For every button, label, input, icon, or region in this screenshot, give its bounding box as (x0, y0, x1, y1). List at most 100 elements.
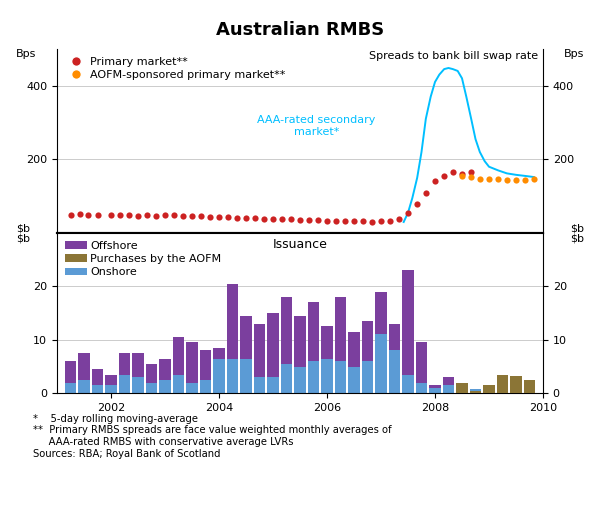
Bar (294, 366, 306, 393)
Point (250, 214, 260, 223)
Point (403, 209, 413, 217)
Bar (281, 297, 292, 364)
Point (223, 213, 233, 222)
Point (439, 172, 449, 180)
Bar (146, 382, 157, 393)
Bar (483, 385, 495, 393)
Text: Australian RMBS: Australian RMBS (216, 21, 384, 39)
Bar (348, 332, 360, 366)
Point (93, 211, 103, 219)
Point (160, 211, 170, 219)
Legend: Offshore, Purchases by the AOFM, Onshore: Offshore, Purchases by the AOFM, Onshore (62, 238, 224, 280)
Bar (213, 358, 225, 393)
Bar (524, 388, 535, 393)
Point (358, 217, 368, 225)
Point (448, 168, 458, 176)
Bar (78, 380, 90, 393)
Point (466, 173, 476, 181)
Bar (240, 316, 252, 358)
Bar (362, 361, 373, 393)
Point (268, 215, 278, 223)
Point (394, 215, 404, 223)
Point (385, 216, 395, 225)
Point (475, 174, 485, 182)
Point (331, 216, 341, 225)
Text: $b: $b (16, 233, 29, 243)
Point (83, 211, 93, 219)
Bar (335, 297, 346, 361)
Bar (375, 335, 387, 393)
Point (151, 212, 161, 220)
Bar (173, 375, 184, 393)
Point (502, 175, 512, 183)
Point (520, 175, 530, 183)
Bar (429, 388, 441, 393)
Legend: Primary market**, AOFM-sponsored primary market**: Primary market**, AOFM-sponsored primary… (62, 54, 288, 82)
Point (241, 214, 251, 222)
Bar (524, 380, 535, 393)
Bar (240, 358, 252, 393)
Point (133, 212, 143, 220)
Point (232, 213, 242, 222)
Point (259, 214, 269, 223)
Point (286, 215, 296, 224)
Bar (443, 377, 454, 385)
Bar (416, 342, 427, 382)
Bar (429, 385, 441, 388)
Point (178, 212, 188, 220)
Bar (294, 316, 306, 366)
Bar (335, 361, 346, 393)
Bar (483, 391, 495, 393)
Bar (186, 342, 198, 382)
Point (421, 189, 431, 197)
Bar (173, 337, 184, 375)
Bar (497, 391, 508, 393)
Bar (402, 375, 414, 393)
Bar (416, 382, 427, 393)
Text: $b: $b (571, 223, 584, 233)
Point (412, 199, 422, 208)
Bar (510, 376, 522, 393)
Bar (105, 375, 117, 385)
Bar (186, 382, 198, 393)
Point (430, 177, 440, 186)
Point (196, 212, 206, 221)
Bar (105, 385, 117, 393)
Bar (92, 369, 103, 385)
Bar (254, 324, 265, 377)
Bar (470, 391, 481, 393)
Point (124, 211, 134, 219)
Point (75, 210, 85, 218)
Bar (470, 389, 481, 393)
Bar (119, 375, 130, 393)
Point (169, 211, 179, 219)
Point (529, 174, 539, 182)
Bar (497, 375, 508, 393)
Point (214, 213, 224, 221)
Bar (65, 382, 76, 393)
Bar (267, 377, 279, 393)
Point (142, 211, 152, 219)
Point (457, 172, 467, 180)
Point (187, 212, 197, 220)
Point (295, 216, 305, 224)
Bar (321, 358, 333, 393)
Point (304, 216, 314, 224)
Bar (78, 353, 90, 380)
Point (340, 217, 350, 225)
Bar (65, 361, 76, 382)
Point (313, 216, 323, 224)
Bar (200, 380, 211, 393)
Text: Bps: Bps (16, 49, 36, 59)
Bar (308, 361, 319, 393)
Text: $b: $b (571, 233, 584, 243)
Point (376, 217, 386, 225)
Text: $b: $b (16, 223, 29, 233)
Point (349, 217, 359, 225)
Point (322, 216, 332, 225)
Bar (267, 313, 279, 377)
Point (511, 175, 521, 183)
Point (66, 211, 76, 219)
Bar (146, 364, 157, 382)
Bar (227, 284, 238, 358)
